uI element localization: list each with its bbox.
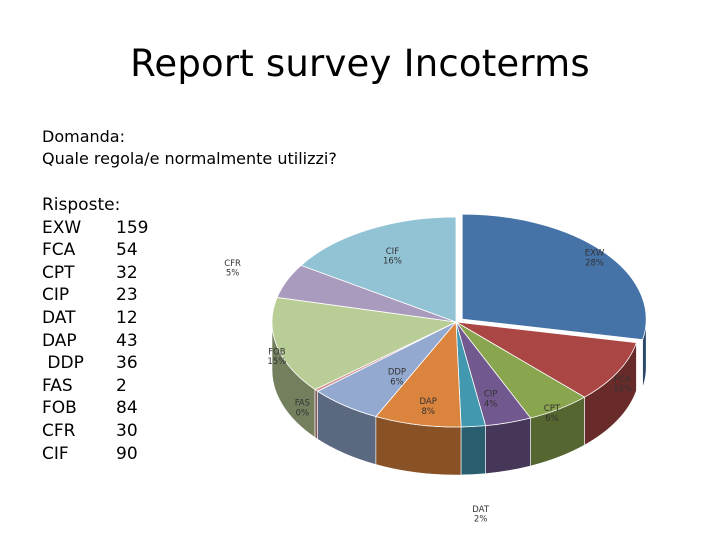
answer-value: 90 (116, 443, 138, 464)
answer-value: 30 (116, 420, 138, 441)
slice-label-category: CIP (484, 390, 498, 400)
pie-slice-fob (271, 296, 458, 390)
slice-label-category: FAS (295, 398, 310, 408)
pie-slice-exw (461, 213, 647, 341)
slice-label-percent: 16% (383, 257, 402, 267)
answer-value: 43 (116, 330, 138, 351)
slice-label-percent: 6% (545, 414, 559, 424)
slice-label-category: CPT (544, 404, 561, 414)
slice-label-fob: FOB 15% (267, 347, 286, 367)
slice-label-category: EXW (585, 248, 605, 258)
answer-label: CIF (42, 443, 69, 464)
pie-tops (271, 213, 647, 428)
slice-label-category: DAT (472, 505, 490, 515)
answer-label: DDP (42, 353, 84, 374)
answer-label: CIP (42, 285, 70, 306)
answers-list: EXW 159 FCA 54 CPT 32 CIP 23 DAT 12 DAP 43 DDP 36 FAS… (42, 217, 148, 466)
answer-label: DAP (42, 330, 77, 351)
answer-label: CPT (42, 262, 75, 283)
slice-label-category: FCA (614, 375, 631, 385)
answer-value: 2 (116, 375, 127, 396)
slice-label-category: DAP (420, 397, 437, 407)
answer-row: FOB 84 (42, 397, 138, 420)
slice-label-dap: DAP 8% (420, 397, 437, 417)
answer-row: DAT 12 (42, 307, 138, 330)
answer-row: CPT 32 (42, 262, 138, 285)
answer-row: EXW 159 (42, 217, 148, 240)
slice-label-percent: 8% (421, 407, 435, 417)
pie-sides (271, 319, 647, 476)
answer-value: 54 (116, 240, 138, 261)
slice-label-fca: FCA 10% (613, 375, 632, 395)
answer-value: 36 (116, 353, 138, 374)
slice-label-percent: 15% (267, 357, 286, 367)
question-text: Quale regola/e normalmente utilizzi? (42, 149, 337, 168)
answer-label: FOB (42, 398, 77, 419)
answer-value: 12 (116, 307, 138, 328)
slice-label-ddp: DDP 6% (388, 368, 406, 388)
answer-row: FCA 54 (42, 239, 138, 262)
slice-label-dat: DAT 2% (472, 505, 490, 525)
slice-label-category: CFR (224, 259, 241, 269)
pie-slice-fca (455, 321, 637, 398)
answer-row: CFR 30 (42, 420, 138, 443)
slice-label-cpt: CPT 6% (544, 404, 561, 424)
answer-label: CFR (42, 420, 76, 441)
answer-value: 23 (116, 285, 138, 306)
slice-label-percent: 2% (474, 515, 488, 525)
answer-row: FAS 2 (42, 375, 127, 398)
question-block: Domanda: Quale regola/e normalmente util… (42, 126, 337, 170)
pie-slice-side-cip (485, 417, 531, 474)
slice-label-percent: 4% (484, 399, 498, 409)
slice-label-cip: CIP 4% (484, 390, 498, 410)
answer-row: CIP 23 (42, 284, 138, 307)
answer-row: DAP 43 (42, 330, 138, 353)
answer-value: 32 (116, 262, 138, 283)
answers-block: Risposte: EXW 159 FCA 54 CPT 32 CIP 23 DAT 12 DAP 4… (42, 194, 148, 466)
slice-label-exw: EXW 28% (585, 248, 605, 268)
slice-label-category: FOB (268, 347, 286, 357)
answer-label: FAS (42, 375, 73, 396)
answer-row: CIF 90 (42, 443, 138, 466)
pie-slice-side-fas (314, 388, 318, 440)
slice-label-category: CIF (386, 247, 399, 257)
slice-label-percent: 6% (390, 377, 404, 387)
answer-row: DDP 36 (42, 352, 137, 375)
slice-label-cfr: CFR 5% (224, 259, 241, 279)
pie-slice-side-dat (460, 425, 486, 476)
question-heading: Domanda: (42, 127, 125, 146)
answer-value: 159 (116, 217, 149, 238)
answer-label: FCA (42, 240, 76, 261)
slice-label-percent: 28% (585, 258, 604, 268)
pie-labels: EXW 28%FCA 10%CPT 6%CIP 4%DAT 2%DAP 8%DDP 6%FAS… (224, 247, 632, 525)
slice-label-percent: 0% (296, 408, 310, 418)
answer-label: EXW (42, 217, 82, 238)
slice-label-category: DDP (388, 368, 406, 378)
answer-value: 84 (116, 398, 138, 419)
answers-heading: Risposte: (42, 195, 121, 215)
slide-title: Report survey Incoterms (130, 42, 590, 85)
pie-slice-cif (300, 216, 457, 323)
answer-label: DAT (42, 307, 76, 328)
slice-label-percent: 5% (226, 269, 240, 279)
slice-label-cif: CIF 16% (383, 247, 402, 267)
slice-label-fas: FAS 0% (295, 398, 310, 418)
slice-label-percent: 10% (613, 385, 632, 395)
